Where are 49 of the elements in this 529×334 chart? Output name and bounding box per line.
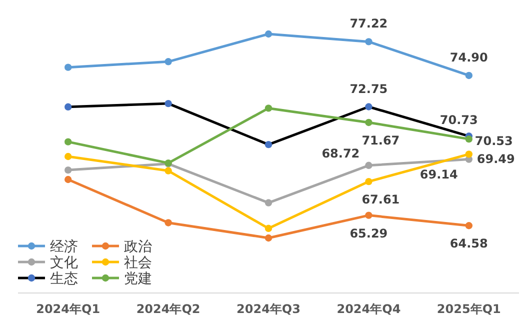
point xyxy=(465,222,472,230)
point xyxy=(264,234,272,242)
point xyxy=(264,140,272,148)
point xyxy=(365,162,372,169)
point xyxy=(465,150,472,158)
point xyxy=(164,58,172,66)
point xyxy=(365,212,372,219)
point xyxy=(264,224,272,232)
point xyxy=(264,30,272,38)
data-label: 69.49 xyxy=(476,152,515,166)
data-label: 64.58 xyxy=(450,236,488,251)
data-label: 65.29 xyxy=(350,226,388,240)
point xyxy=(164,100,172,108)
x-tick-label: 2024年Q1 xyxy=(36,302,100,316)
data-label: 72.75 xyxy=(350,82,388,96)
point xyxy=(64,64,72,71)
legend-label: 社会 xyxy=(124,255,152,271)
data-label: 74.90 xyxy=(450,50,488,64)
point xyxy=(64,166,72,174)
point xyxy=(164,167,172,174)
data-label: 77.22 xyxy=(350,16,388,31)
point xyxy=(264,199,272,206)
data-label: 67.61 xyxy=(362,192,400,207)
point xyxy=(64,152,72,160)
legend-label: 生态 xyxy=(50,271,78,287)
data-label: 70.53 xyxy=(474,134,513,148)
point xyxy=(64,103,72,110)
data-label: 70.73 xyxy=(440,113,478,128)
point xyxy=(264,104,272,112)
x-tick-label: 2024年Q4 xyxy=(336,302,401,316)
point xyxy=(365,103,372,110)
point xyxy=(365,118,372,126)
point xyxy=(365,178,372,186)
data-label: 68.72 xyxy=(322,146,360,160)
x-tick-label: 2024年Q2 xyxy=(136,302,200,316)
point xyxy=(164,219,172,226)
point xyxy=(64,138,72,146)
x-tick-label: 2025年Q1 xyxy=(436,302,501,316)
legend-label: 经济 xyxy=(50,239,78,255)
data-label: 69.14 xyxy=(420,167,458,182)
point xyxy=(465,135,472,143)
point xyxy=(64,176,72,184)
legend-label: 文化 xyxy=(50,255,78,271)
legend-label: 党建 xyxy=(124,271,152,287)
data-label: 71.67 xyxy=(362,133,400,148)
point xyxy=(465,72,472,80)
legend-label: 政治 xyxy=(124,239,152,255)
point xyxy=(365,38,372,46)
x-tick-label: 2024年Q3 xyxy=(236,302,300,316)
